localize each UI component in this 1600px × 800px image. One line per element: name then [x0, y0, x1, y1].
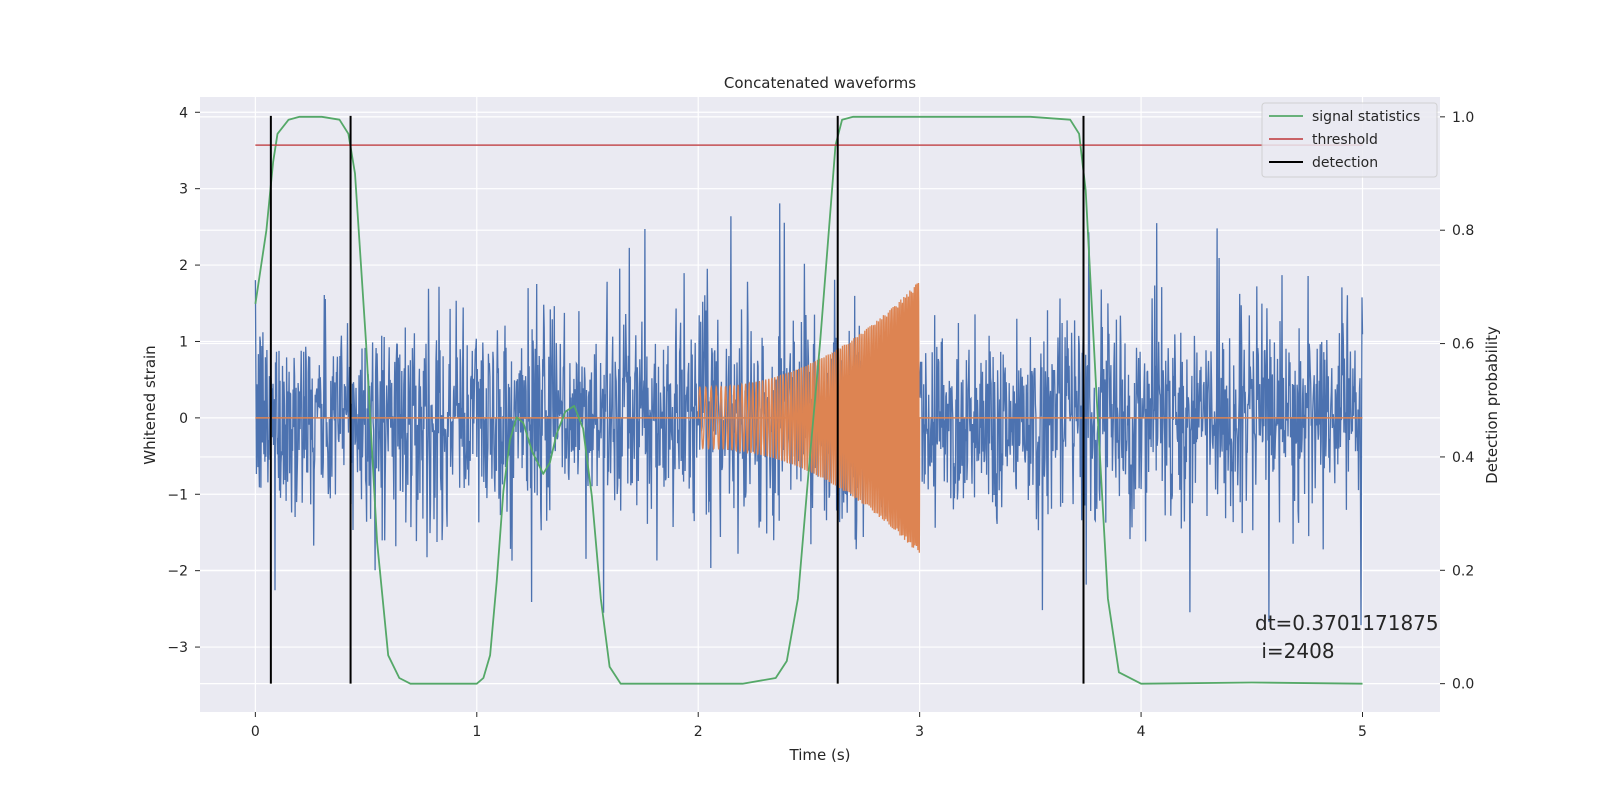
y-axis-label: Whitened strain	[141, 345, 159, 464]
legend-label-threshold: threshold	[1312, 132, 1378, 148]
y-tick-label: 3	[179, 182, 188, 198]
y2-axis-label: Detection probability	[1483, 326, 1501, 484]
y2-tick-label: 1.0	[1452, 110, 1474, 126]
annotation-dt: dt=0.3701171875	[1255, 611, 1439, 635]
y2-axis-ticks: 0.0 0.2 0.4 0.6 0.8 1.0	[1440, 110, 1474, 693]
y2-tick-label: 0.0	[1452, 677, 1474, 693]
injection-series	[255, 282, 1363, 553]
y2-tick-label: 0.4	[1452, 450, 1474, 466]
x-tick-label: 0	[251, 724, 260, 740]
x-tick-label: 5	[1358, 724, 1367, 740]
chart-title: Concatenated waveforms	[724, 74, 916, 92]
y-tick-label: 1	[179, 334, 188, 350]
x-tick-label: 4	[1137, 724, 1146, 740]
x-axis-label: Time (s)	[789, 746, 851, 764]
legend-label-signal-statistics: signal statistics	[1312, 109, 1420, 125]
y-tick-label: 4	[179, 105, 188, 121]
y-axis-ticks: −3 −2 −1 0 1 2 3 4	[167, 105, 200, 656]
signal-statistics-series	[254, 115, 1363, 685]
y-tick-label: −1	[167, 487, 188, 503]
annotation-index: i=2408	[1255, 639, 1335, 663]
x-tick-label: 1	[472, 724, 481, 740]
injection-line	[697, 282, 921, 553]
signal-statistics-line	[254, 115, 1363, 685]
x-tick-label: 3	[915, 724, 924, 740]
detection-series	[269, 115, 1085, 684]
x-tick-label: 2	[694, 724, 703, 740]
y2-tick-label: 0.8	[1452, 223, 1474, 239]
y-tick-label: −3	[167, 640, 188, 656]
y-tick-label: −2	[167, 564, 188, 580]
legend-label-detection: detection	[1312, 155, 1378, 171]
x-axis-ticks: 0 1 2 3 4 5	[251, 712, 1367, 740]
y-tick-label: 2	[179, 258, 188, 274]
y-tick-label: 0	[179, 411, 188, 427]
legend-box	[1261, 102, 1438, 178]
legend: signal statistics threshold detection	[1261, 102, 1438, 178]
y2-tick-label: 0.6	[1452, 337, 1474, 353]
y2-tick-label: 0.2	[1452, 563, 1474, 579]
